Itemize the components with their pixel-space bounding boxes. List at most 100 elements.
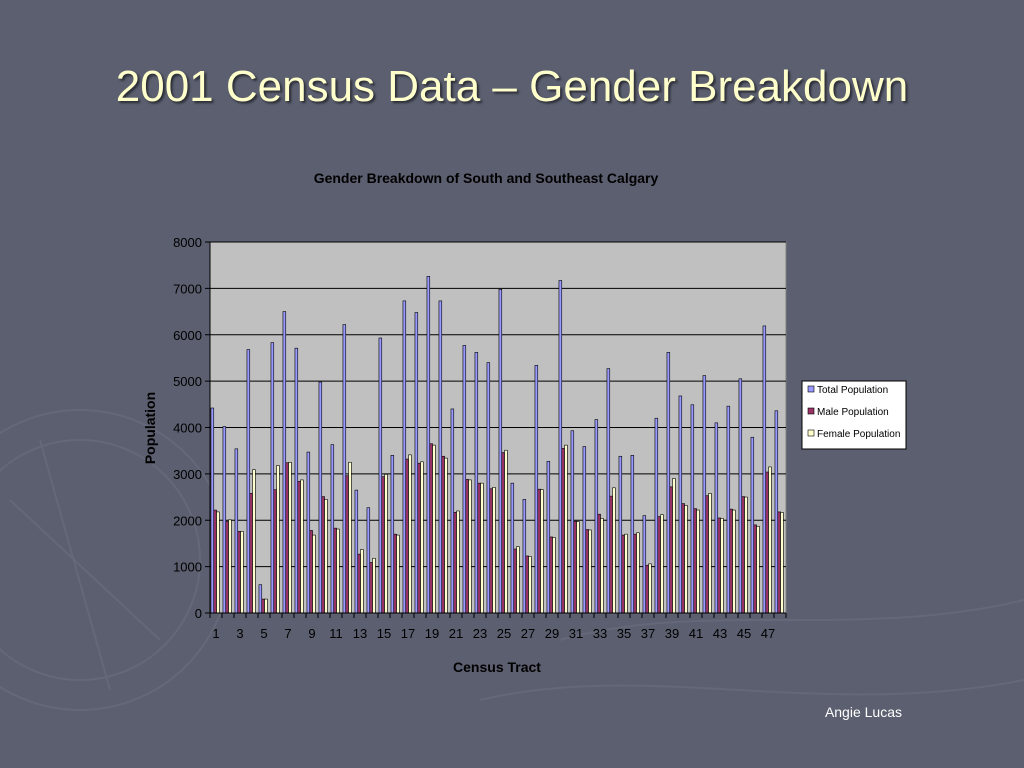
legend-label: Male Population <box>817 407 889 418</box>
legend-swatch <box>807 407 815 415</box>
x-tick-label: 9 <box>308 626 315 641</box>
x-axis-label: Census Tract <box>453 659 541 675</box>
y-axis-label: Population <box>142 392 158 464</box>
x-tick-label: 19 <box>425 626 439 641</box>
x-tick-label: 3 <box>236 626 243 641</box>
bar-total <box>222 426 227 614</box>
x-tick-label: 11 <box>329 626 343 641</box>
x-tick-label: 21 <box>449 626 463 641</box>
bar-total <box>606 368 611 614</box>
bar-total <box>462 345 467 614</box>
bar-male <box>333 527 337 614</box>
bar-female <box>216 511 220 614</box>
bar-total <box>426 276 431 614</box>
bar-total <box>294 347 299 614</box>
bar-total <box>726 405 731 614</box>
bar-total <box>510 482 515 614</box>
bar-male <box>321 496 325 614</box>
bar-male <box>393 533 397 614</box>
bar-male <box>225 520 229 614</box>
bar-female <box>432 444 436 614</box>
x-tick-label: 35 <box>617 626 631 641</box>
bar-female <box>756 525 760 614</box>
bar-male <box>417 462 421 614</box>
x-axis: 1 3 5 7 9 11 13 15 17 19 21 23 25 27 29 31 33 35 37 39 41 43 4… <box>209 612 787 641</box>
bar-female <box>300 479 304 614</box>
legend-box <box>801 380 907 450</box>
x-tick-label: 23 <box>473 626 487 641</box>
bar-total <box>534 365 539 614</box>
bar-female <box>744 496 748 614</box>
bar-total <box>354 489 359 614</box>
bar-male <box>669 486 673 614</box>
bar-total <box>738 378 743 614</box>
x-tick-label: 37 <box>641 626 655 641</box>
bar-female <box>372 557 376 614</box>
x-tick-label: 29 <box>545 626 559 641</box>
bar-female <box>492 487 496 614</box>
bar-male <box>633 533 637 614</box>
bar-total <box>318 381 323 614</box>
slide-title: 2001 Census Data – Gender Breakdown <box>115 62 909 111</box>
bar-total <box>570 430 575 614</box>
bar-male <box>249 493 253 614</box>
bar-female <box>420 461 424 614</box>
x-tick-label: 47 <box>761 626 775 641</box>
bar-female <box>288 461 292 614</box>
bar-total <box>486 362 491 614</box>
bar-male <box>741 496 745 614</box>
bar-total <box>690 404 695 614</box>
y-tick-label: 5000 <box>173 374 202 389</box>
y-tick-label: 8000 <box>173 235 202 250</box>
bar-total <box>714 422 719 614</box>
x-tick-label: 27 <box>521 626 535 641</box>
bar-female <box>600 518 604 614</box>
bar-female <box>540 489 544 614</box>
x-tick-label: 5 <box>260 626 267 641</box>
bar-total <box>246 349 251 614</box>
bar-total <box>498 289 503 614</box>
bar-female <box>552 537 556 614</box>
bar-male <box>657 516 661 614</box>
bar-male <box>777 511 781 614</box>
bar-female <box>264 598 268 614</box>
bar-male <box>537 488 541 614</box>
bar-female <box>360 549 364 614</box>
bar-total <box>642 515 647 614</box>
bar-female <box>228 519 232 614</box>
bar-male <box>237 531 241 614</box>
legend-label: Total Population <box>817 385 888 396</box>
bar-female <box>648 563 652 614</box>
bar-male <box>477 482 481 614</box>
bar-male <box>345 475 349 614</box>
bar-female <box>612 487 616 614</box>
chart-title: Gender Breakdown of South and Southeast … <box>314 170 659 186</box>
x-tick-label: 1 <box>212 626 219 641</box>
bar-female <box>720 518 724 614</box>
bar-female <box>396 534 400 614</box>
bar-total <box>270 342 275 614</box>
bar-male <box>429 443 433 614</box>
bar-total <box>234 448 239 614</box>
bar-total <box>594 419 599 614</box>
bar-total <box>522 499 527 614</box>
bar-total <box>546 461 551 614</box>
bar-female <box>636 532 640 614</box>
bar-total <box>258 584 263 614</box>
bar-male <box>597 513 601 614</box>
bar-female <box>504 449 508 614</box>
bar-female <box>768 466 772 614</box>
bar-male <box>285 462 289 614</box>
bar-male <box>549 536 553 614</box>
bar-female <box>528 556 532 614</box>
bar-female <box>516 546 520 614</box>
bar-female <box>780 512 784 614</box>
bar-total <box>678 395 683 614</box>
x-tick-label: 31 <box>569 626 583 641</box>
legend-swatch <box>807 385 815 393</box>
x-tick-label: 39 <box>665 626 679 641</box>
bar-female <box>456 510 460 614</box>
bar-female <box>588 529 592 614</box>
